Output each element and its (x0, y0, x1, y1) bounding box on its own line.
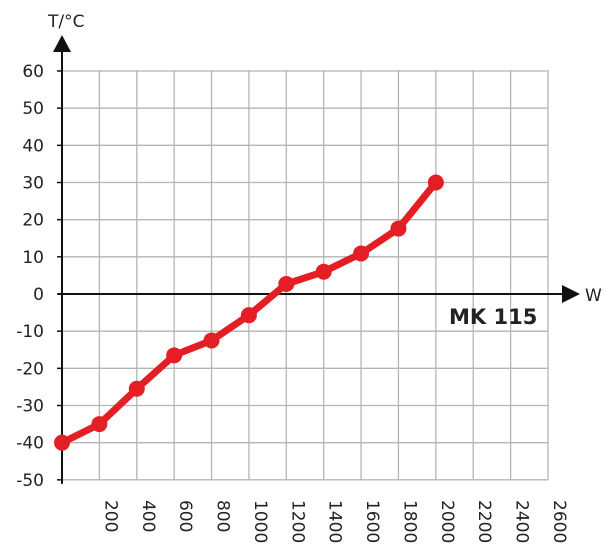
x-tick-label: 1800 (399, 500, 419, 543)
series (54, 174, 444, 451)
y-tick-label: -30 (16, 397, 44, 417)
x-tick-label: 1400 (325, 500, 345, 543)
x-tick-label: 1200 (287, 500, 307, 543)
data-point (166, 347, 183, 364)
y-tick-label: -40 (16, 434, 44, 454)
y-tick-labels: 60 50 40 30 20 10 0 -10 -20 -30 -40 -50 (16, 62, 44, 491)
y-axis-unit-label: T/°C (47, 12, 84, 32)
y-axis-arrow-icon (53, 35, 71, 52)
y-tick-label: 20 (22, 211, 44, 231)
y-tick-label: 30 (22, 174, 44, 194)
x-tick-label: 2400 (512, 500, 532, 543)
x-tick-label: 2600 (549, 500, 569, 543)
x-tick-label: 2000 (437, 500, 457, 543)
x-axis-unit-label: W (585, 286, 602, 306)
data-point (240, 307, 257, 324)
x-tick-label: 400 (138, 500, 158, 532)
x-tick-label: 2200 (474, 500, 494, 543)
data-point (278, 275, 295, 292)
x-tick-label: 1000 (250, 500, 270, 543)
y-tick-label: -50 (16, 471, 44, 491)
y-tick-label: 10 (22, 248, 44, 268)
y-tick-label: 40 (22, 136, 44, 156)
data-point (54, 434, 70, 451)
data-point (390, 220, 407, 237)
x-axis-arrow-icon (562, 285, 580, 303)
x-tick-label: 600 (175, 500, 195, 532)
grid (62, 70, 549, 481)
y-tick-label: -10 (16, 322, 44, 342)
axes (53, 35, 580, 484)
y-tick-label: 0 (33, 285, 44, 305)
data-point (427, 174, 444, 191)
y-tick-label: -20 (16, 359, 44, 379)
x-tick-label: 800 (213, 500, 233, 532)
data-point (203, 332, 220, 349)
x-tick-label: 1600 (362, 500, 382, 543)
data-point (128, 380, 145, 397)
x-tick-label: 200 (100, 500, 120, 532)
y-tick-label: 50 (22, 99, 44, 119)
data-point (315, 263, 332, 280)
y-tick-label: 60 (22, 62, 44, 82)
data-point (353, 245, 370, 262)
data-point (91, 416, 108, 433)
x-tick-labels: 200 400 600 800 1000 1200 1400 1600 1800 2000 2200… (100, 500, 569, 543)
model-annotation: MK 115 (449, 305, 537, 329)
